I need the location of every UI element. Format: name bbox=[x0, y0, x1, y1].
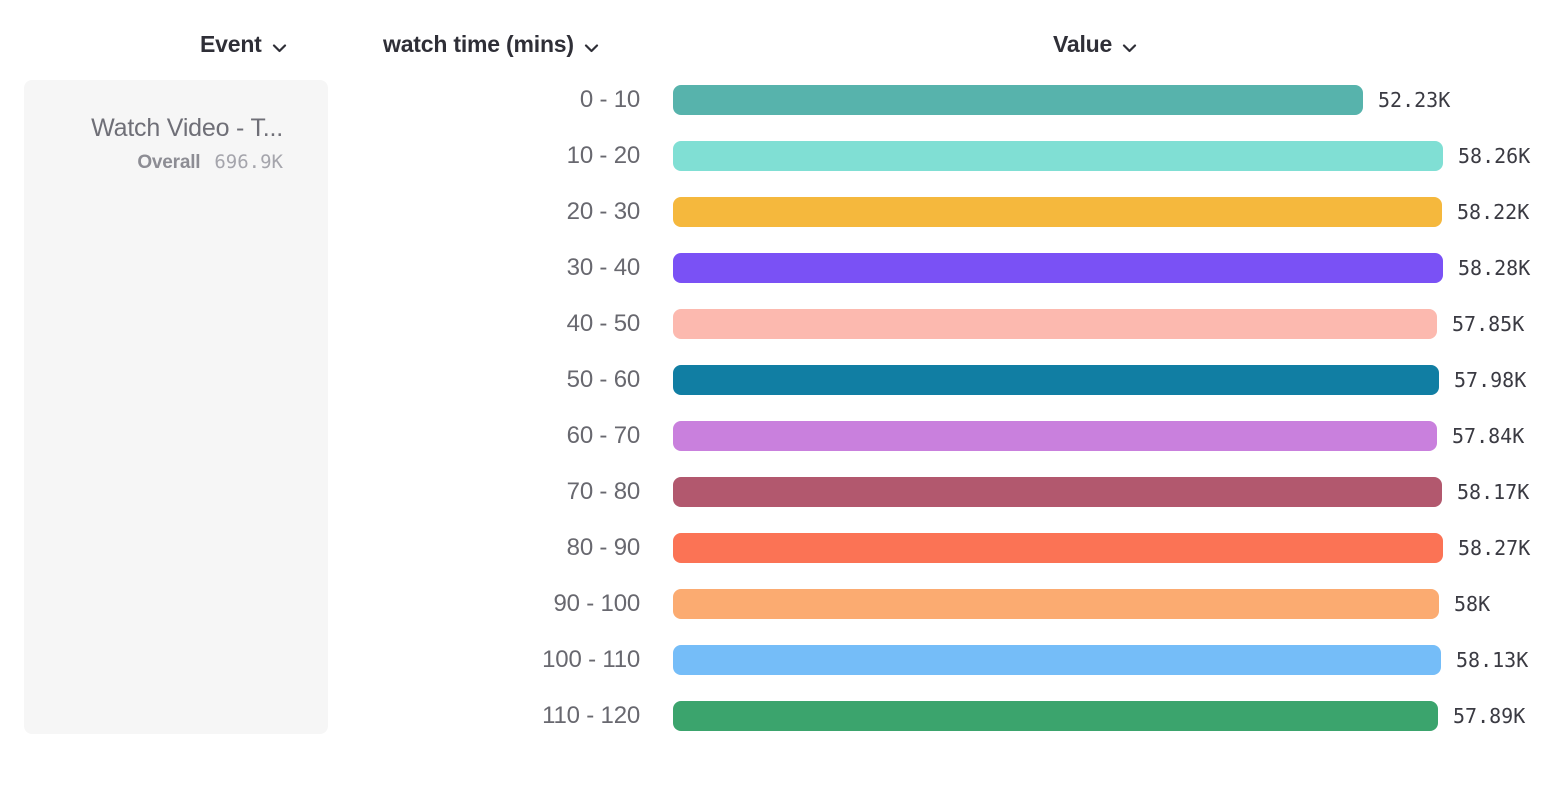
value-bar[interactable] bbox=[673, 645, 1441, 675]
breakdown-column-header[interactable]: watch time (mins) bbox=[383, 27, 599, 60]
event-column-label: Event bbox=[200, 30, 262, 57]
bar-row: 0 - 10 52.23K bbox=[0, 85, 1568, 115]
value-column-header[interactable]: Value bbox=[1053, 27, 1137, 60]
bar-row: 10 - 20 58.26K bbox=[0, 141, 1568, 171]
value-label: 58.13K bbox=[1456, 648, 1529, 672]
bar-row: 20 - 30 58.22K bbox=[0, 197, 1568, 227]
category-label: 0 - 10 bbox=[579, 86, 640, 113]
value-label: 58.28K bbox=[1458, 256, 1531, 280]
category-label: 90 - 100 bbox=[553, 590, 641, 617]
value-label: 57.89K bbox=[1453, 704, 1526, 728]
category-label: 70 - 80 bbox=[566, 478, 641, 505]
value-label: 57.85K bbox=[1452, 312, 1525, 336]
chevron-down-icon bbox=[272, 30, 287, 60]
breakdown-column-label: watch time (mins) bbox=[383, 30, 574, 57]
bar-row: 30 - 40 58.28K bbox=[0, 253, 1568, 283]
value-label: 58.17K bbox=[1457, 480, 1530, 504]
chevron-down-icon bbox=[1122, 30, 1137, 60]
bar-row: 110 - 120 57.89K bbox=[0, 701, 1568, 731]
event-card-content: Watch Video - T... Overall 696.9K bbox=[91, 112, 283, 177]
event-column-header[interactable]: Event bbox=[200, 27, 287, 60]
category-label: 20 - 30 bbox=[566, 198, 641, 225]
value-bar[interactable] bbox=[673, 197, 1442, 227]
bar-row: 50 - 60 57.98K bbox=[0, 365, 1568, 395]
event-card[interactable]: Watch Video - T... Overall 696.9K bbox=[24, 80, 328, 734]
value-label: 58.26K bbox=[1458, 144, 1531, 168]
value-bar[interactable] bbox=[673, 141, 1443, 171]
value-label: 58.27K bbox=[1458, 536, 1531, 560]
value-bar[interactable] bbox=[673, 253, 1443, 283]
category-label: 50 - 60 bbox=[566, 366, 641, 393]
overall-row: Overall 696.9K bbox=[91, 149, 283, 177]
value-column-label: Value bbox=[1053, 30, 1113, 57]
value-bar[interactable] bbox=[673, 589, 1439, 619]
value-label: 58K bbox=[1454, 592, 1491, 616]
value-bar[interactable] bbox=[673, 421, 1437, 451]
category-label: 80 - 90 bbox=[566, 534, 641, 561]
bar-row: 40 - 50 57.85K bbox=[0, 309, 1568, 339]
value-label: 52.23K bbox=[1378, 88, 1451, 112]
value-bar[interactable] bbox=[673, 309, 1437, 339]
value-label: 57.84K bbox=[1452, 424, 1525, 448]
chevron-down-icon bbox=[584, 30, 599, 60]
bar-row: 60 - 70 57.84K bbox=[0, 421, 1568, 451]
value-bar[interactable] bbox=[673, 477, 1442, 507]
category-label: 30 - 40 bbox=[566, 254, 641, 281]
value-bar[interactable] bbox=[673, 701, 1438, 731]
category-label: 10 - 20 bbox=[566, 142, 641, 169]
value-label: 58.22K bbox=[1457, 200, 1530, 224]
value-bar[interactable] bbox=[673, 533, 1443, 563]
bar-row: 90 - 100 58K bbox=[0, 589, 1568, 619]
bar-row: 100 - 110 58.13K bbox=[0, 645, 1568, 675]
value-label: 57.98K bbox=[1454, 368, 1527, 392]
category-label: 40 - 50 bbox=[566, 310, 641, 337]
bar-row: 70 - 80 58.17K bbox=[0, 477, 1568, 507]
overall-value: 696.9K bbox=[214, 151, 283, 173]
overall-label: Overall bbox=[137, 152, 201, 173]
event-title: Watch Video - T... bbox=[91, 114, 283, 142]
value-bar[interactable] bbox=[673, 365, 1439, 395]
value-bar[interactable] bbox=[673, 85, 1363, 115]
category-label: 110 - 120 bbox=[542, 702, 640, 729]
bar-row: 80 - 90 58.27K bbox=[0, 533, 1568, 563]
category-label: 60 - 70 bbox=[566, 422, 641, 449]
category-label: 100 - 110 bbox=[542, 646, 640, 673]
